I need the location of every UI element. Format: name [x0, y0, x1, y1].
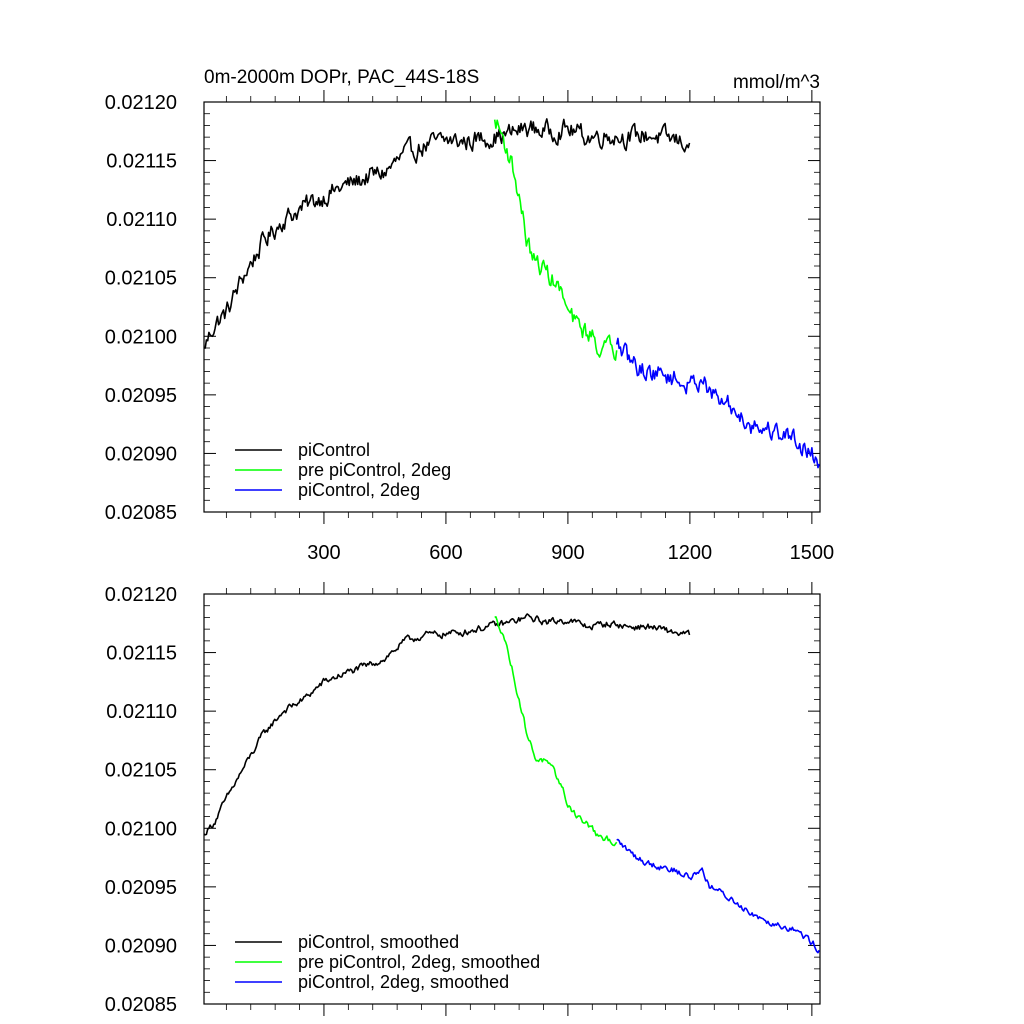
y-tick-label: 0.02095	[105, 877, 177, 899]
units-label: mmol/m^3	[733, 72, 820, 93]
series-line	[615, 337, 820, 469]
y-tick-label: 0.02120	[105, 584, 177, 606]
x-tick-label: 900	[551, 542, 584, 564]
x-tick-label: 1200	[668, 542, 713, 564]
legend-label: pre piControl, 2deg, smoothed	[298, 952, 540, 972]
plot-frame	[203, 593, 821, 1005]
series-line	[493, 119, 618, 361]
y-tick-label: 0.02105	[105, 760, 177, 782]
chart-title: 0m-2000m DOPr, PAC_44S-18S	[204, 67, 479, 88]
y-tick-label: 0.02110	[106, 209, 177, 231]
top-panel: 0.02085 0.02090 0.02095 0.02100 0.02105 0.021…	[105, 90, 834, 564]
y-tick-label: 0.02115	[106, 643, 177, 665]
bottom-panel: 0.02085 0.02090 0.02095 0.02100 0.02105 0.021…	[105, 582, 821, 1016]
y-tick-label: 0.02100	[105, 818, 177, 840]
series-line	[203, 118, 691, 349]
y-tick-label: 0.02120	[105, 92, 177, 114]
y-tick-label: 0.02085	[105, 994, 177, 1016]
x-tick-label: 1500	[790, 542, 835, 564]
y-tick-label: 0.02100	[105, 326, 177, 348]
y-tick-label: 0.02110	[106, 701, 177, 723]
y-tick-label: 0.02105	[105, 268, 177, 290]
y-tick-label: 0.02115	[106, 151, 177, 173]
legend-label: piControl	[298, 440, 370, 460]
y-tick-label: 0.02085	[105, 502, 177, 524]
series-line	[494, 615, 618, 847]
legend-label: piControl, smoothed	[298, 932, 459, 952]
legend-label: piControl, 2deg	[298, 480, 420, 500]
x-tick-label: 300	[307, 542, 340, 564]
series-line	[616, 838, 820, 954]
y-tick-label: 0.02090	[105, 443, 177, 465]
series-line	[203, 613, 691, 836]
x-tick-label: 600	[429, 542, 462, 564]
legend-label: pre piControl, 2deg	[298, 460, 451, 480]
plot-frame	[203, 101, 821, 513]
y-tick-label: 0.02090	[105, 935, 177, 957]
legend-label: piControl, 2deg, smoothed	[298, 972, 509, 992]
y-tick-label: 0.02095	[105, 385, 177, 407]
